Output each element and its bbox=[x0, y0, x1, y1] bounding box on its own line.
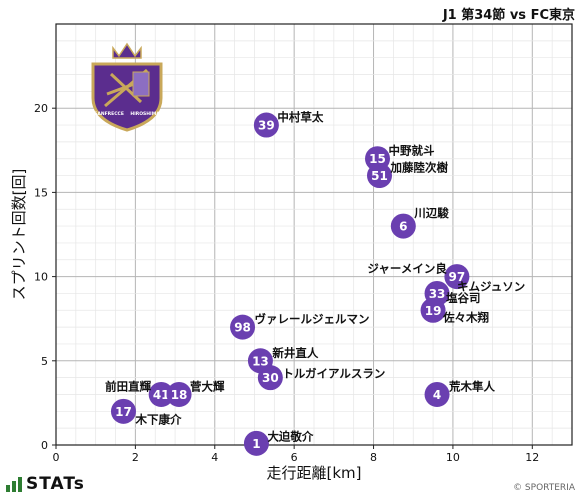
data-point-number: 30 bbox=[262, 371, 279, 385]
data-point-marker bbox=[390, 213, 416, 239]
data-point-marker bbox=[420, 297, 446, 323]
data-point-number: 4 bbox=[433, 388, 441, 402]
data-point-marker bbox=[243, 430, 269, 456]
data-point-label: 新井直人 bbox=[272, 346, 318, 360]
data-point-number: 6 bbox=[399, 220, 407, 234]
data-point-label: ヴァレールジェルマン bbox=[255, 312, 370, 326]
data-point-number: 18 bbox=[171, 388, 188, 402]
crest-text-left: SANFRECCE bbox=[94, 111, 124, 117]
y-tick-label: 15 bbox=[34, 186, 48, 199]
data-point-number: 41 bbox=[153, 388, 170, 402]
data-point-label: キムジュソン bbox=[457, 279, 525, 293]
y-tick-label: 20 bbox=[34, 102, 48, 115]
data-point-label: 前田直輝 bbox=[105, 379, 151, 393]
data-point-marker bbox=[230, 314, 256, 340]
x-tick-label: 6 bbox=[291, 451, 298, 464]
y-axis-label: スプリント回数[回] bbox=[10, 169, 28, 301]
bar-chart-icon bbox=[6, 476, 22, 492]
data-point-number: 13 bbox=[252, 354, 269, 368]
y-tick-label: 5 bbox=[41, 355, 48, 368]
data-point-number: 19 bbox=[425, 304, 442, 318]
data-point-number: 15 bbox=[369, 152, 386, 166]
data-point-marker bbox=[257, 365, 283, 391]
x-tick-label: 0 bbox=[53, 451, 60, 464]
data-point-marker bbox=[253, 112, 279, 138]
data-point-number: 17 bbox=[115, 405, 132, 419]
data-point-label: 加藤陸次樹 bbox=[389, 161, 448, 175]
data-point-marker bbox=[366, 163, 392, 189]
x-tick-label: 2 bbox=[132, 451, 139, 464]
crown-icon bbox=[112, 42, 142, 59]
shield-icon bbox=[91, 62, 163, 132]
data-point-number: 1 bbox=[252, 437, 260, 451]
data-point-number: 33 bbox=[429, 287, 446, 301]
data-point-label: 木下康介 bbox=[134, 412, 181, 426]
y-tick-label: 10 bbox=[34, 271, 48, 284]
data-point-marker bbox=[148, 381, 174, 407]
data-point-number: 39 bbox=[258, 119, 275, 133]
data-point-number: 97 bbox=[449, 270, 466, 284]
data-point-label: ジャーメイン良 bbox=[367, 262, 447, 276]
crest-text-right: HIROSHIMA bbox=[130, 111, 160, 117]
data-point-label: トルガイアルスラン bbox=[282, 367, 385, 381]
data-point-label: 菅大輝 bbox=[190, 379, 225, 393]
data-point-label: 塩谷司 bbox=[446, 291, 481, 305]
y-tick-label: 0 bbox=[41, 439, 48, 452]
data-point-number: 51 bbox=[371, 169, 388, 183]
panel-icon bbox=[132, 71, 150, 97]
x-tick-label: 10 bbox=[446, 451, 460, 464]
data-point-label: 中野就斗 bbox=[389, 144, 435, 158]
arrow-icon bbox=[109, 72, 143, 104]
data-point-marker bbox=[444, 264, 470, 290]
data-point-label: 佐々木翔 bbox=[442, 310, 489, 324]
data-point-number: 98 bbox=[234, 321, 251, 335]
data-point-marker bbox=[166, 381, 192, 407]
plot-frame bbox=[55, 23, 573, 446]
club-crest: SANFRECCE HIROSHIMA bbox=[91, 42, 163, 132]
match-title: J1 第34節 vs FC東京 bbox=[442, 8, 575, 23]
data-point-label: 川辺駿 bbox=[413, 206, 449, 220]
brand-name: STATs bbox=[26, 474, 85, 494]
x-tick-label: 12 bbox=[525, 451, 539, 464]
data-point-label: 荒木隼人 bbox=[448, 379, 495, 393]
x-tick-label: 8 bbox=[370, 451, 377, 464]
axes: 0 2 4 6 8 10 12 0 5 10 15 20 bbox=[34, 23, 573, 464]
data-point-label: 中村草太 bbox=[277, 110, 323, 124]
stats-logo: STATs bbox=[6, 474, 85, 494]
x-axis-label: 走行距離[km] bbox=[266, 464, 361, 482]
data-point-label: 大迫敬介 bbox=[267, 429, 313, 443]
data-point-marker bbox=[424, 381, 450, 407]
copyright: © SPORTERIA bbox=[513, 483, 575, 493]
x-tick-label: 4 bbox=[211, 451, 218, 464]
data-point-marker bbox=[110, 398, 136, 424]
